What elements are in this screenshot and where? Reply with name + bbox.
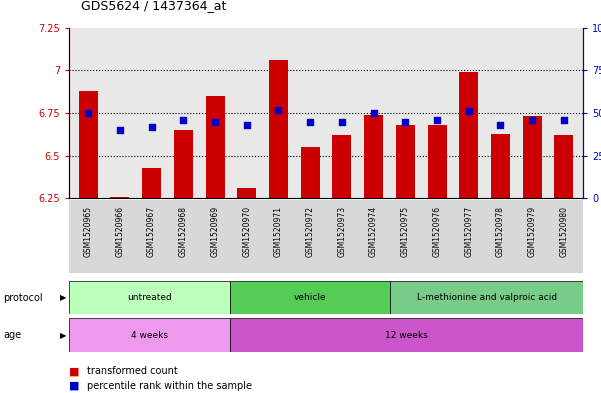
Text: 12 weeks: 12 weeks xyxy=(385,331,428,340)
Text: GSM1520969: GSM1520969 xyxy=(210,206,219,257)
Text: GSM1520977: GSM1520977 xyxy=(465,206,473,257)
Text: GSM1520974: GSM1520974 xyxy=(369,206,378,257)
Point xyxy=(369,110,379,116)
Point xyxy=(242,122,252,128)
Text: untreated: untreated xyxy=(127,293,172,302)
Text: age: age xyxy=(3,330,21,340)
Bar xyxy=(111,197,129,198)
Text: percentile rank within the sample: percentile rank within the sample xyxy=(87,381,252,391)
Text: GSM1520976: GSM1520976 xyxy=(433,206,442,257)
Text: GSM1520971: GSM1520971 xyxy=(274,206,283,257)
Text: ▶: ▶ xyxy=(59,331,66,340)
Bar xyxy=(523,116,542,198)
Bar xyxy=(555,135,573,198)
Bar xyxy=(69,318,230,352)
Text: vehicle: vehicle xyxy=(294,293,326,302)
Point xyxy=(178,117,188,123)
Text: 4 weeks: 4 weeks xyxy=(131,331,168,340)
Text: protocol: protocol xyxy=(3,293,43,303)
Bar xyxy=(300,147,320,198)
Point xyxy=(305,118,315,125)
Text: GSM1520965: GSM1520965 xyxy=(84,206,93,257)
Point xyxy=(464,108,474,114)
Bar xyxy=(230,318,583,352)
Point xyxy=(432,117,442,123)
Text: L-methionine and valproic acid: L-methionine and valproic acid xyxy=(416,293,557,302)
Bar xyxy=(174,130,193,198)
Point xyxy=(84,110,93,116)
Bar xyxy=(427,125,447,198)
Text: GSM1520968: GSM1520968 xyxy=(179,206,188,257)
Bar xyxy=(390,281,583,314)
Point xyxy=(400,118,410,125)
Text: ■: ■ xyxy=(69,381,79,391)
Point xyxy=(273,107,283,113)
Text: GSM1520972: GSM1520972 xyxy=(306,206,315,257)
Text: transformed count: transformed count xyxy=(87,366,178,376)
Text: ■: ■ xyxy=(69,366,79,376)
Bar xyxy=(79,91,97,198)
Point xyxy=(559,117,569,123)
Bar xyxy=(230,281,390,314)
Bar xyxy=(396,125,415,198)
Point xyxy=(496,122,505,128)
Bar xyxy=(364,115,383,198)
Bar xyxy=(237,188,256,198)
Text: GSM1520970: GSM1520970 xyxy=(242,206,251,257)
Text: GSM1520978: GSM1520978 xyxy=(496,206,505,257)
Text: GSM1520973: GSM1520973 xyxy=(337,206,346,257)
Bar xyxy=(332,135,352,198)
Bar xyxy=(269,60,288,198)
Point xyxy=(115,127,124,133)
Bar xyxy=(459,72,478,198)
Bar xyxy=(69,281,230,314)
Text: GDS5624 / 1437364_at: GDS5624 / 1437364_at xyxy=(81,0,227,12)
Text: GSM1520979: GSM1520979 xyxy=(528,206,537,257)
Text: GSM1520980: GSM1520980 xyxy=(560,206,569,257)
Point xyxy=(210,118,220,125)
Text: GSM1520975: GSM1520975 xyxy=(401,206,410,257)
Text: ▶: ▶ xyxy=(59,293,66,302)
Text: GSM1520966: GSM1520966 xyxy=(115,206,124,257)
Point xyxy=(147,123,156,130)
Bar xyxy=(491,134,510,198)
Text: GSM1520967: GSM1520967 xyxy=(147,206,156,257)
Bar xyxy=(206,96,225,198)
Point xyxy=(528,117,537,123)
Bar xyxy=(142,168,161,198)
Point xyxy=(337,118,347,125)
